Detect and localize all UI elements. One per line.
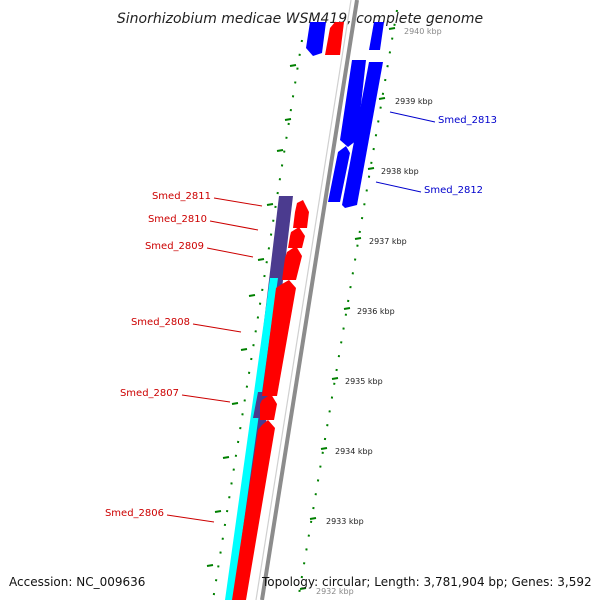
rna-feature-band xyxy=(225,278,278,600)
tick-mark xyxy=(388,27,396,30)
gene-label[interactable]: Smed_2812 xyxy=(424,185,483,196)
tick-label: 2933 kbp xyxy=(326,517,364,526)
tick-guide-inner xyxy=(297,9,398,600)
cds-smed-2813-lower xyxy=(328,146,350,202)
tick-mark xyxy=(299,587,307,590)
tick-mark xyxy=(331,377,339,380)
gene-labels: Smed_2811 Smed_2810 Smed_2809 Smed_2808 Smed… xyxy=(105,111,497,523)
tick-label: 2937 kbp xyxy=(369,237,407,246)
cds-smed-2807 xyxy=(260,394,277,420)
gene-label[interactable]: Smed_2807 xyxy=(120,388,179,399)
accession-text: Accession: NC_009636 xyxy=(9,575,145,589)
tick-label: 2932 kbp xyxy=(316,587,354,596)
tick-mark-major xyxy=(257,258,265,261)
genome-backbone-inner xyxy=(255,0,352,600)
tick-label: 2939 kbp xyxy=(395,97,433,106)
cds-smed-2810 xyxy=(288,227,305,248)
map-title: Sinorhizobium medicae WSM419, complete g… xyxy=(117,11,483,27)
gene-label[interactable]: Smed_2808 xyxy=(131,317,190,328)
cds-top-reverse xyxy=(306,22,326,56)
tick-mark xyxy=(354,237,362,240)
tick-mark-major xyxy=(266,203,274,206)
tick-mark xyxy=(378,97,386,100)
tick-mark-major xyxy=(206,564,214,567)
tick-mark xyxy=(343,307,351,310)
gene-label-leader xyxy=(389,111,436,123)
gene-label-leader xyxy=(166,514,215,523)
gene-label-leader xyxy=(181,394,231,403)
tick-label: 2936 kbp xyxy=(357,307,395,316)
gene-label-leader xyxy=(209,220,259,231)
tick-label: 2935 kbp xyxy=(345,377,383,386)
cds-smed-2809 xyxy=(282,246,302,280)
cds-smed-2808 xyxy=(262,280,296,396)
tick-label: 2938 kbp xyxy=(381,167,419,176)
cds-smed-2806 xyxy=(232,420,275,600)
tick-marks: 2940 kbp 2939 kbp 2938 kbp 2937 kbp 2936 kbp… xyxy=(206,27,442,596)
tick-mark xyxy=(367,167,375,170)
cds-top-reverse-2 xyxy=(369,22,384,50)
gene-label-leader xyxy=(213,197,263,207)
tick-mark xyxy=(320,447,328,450)
tick-label: 2934 kbp xyxy=(335,447,373,456)
cds-smed-2811 xyxy=(293,200,309,228)
cds-top-forward xyxy=(325,22,344,55)
tick-mark-major xyxy=(231,402,239,405)
tick-mark-major xyxy=(240,348,248,351)
tick-mark-major xyxy=(284,118,292,121)
genome-backbone xyxy=(260,0,359,600)
rna-feature-gap xyxy=(253,392,264,418)
tick-mark-major xyxy=(214,510,222,513)
gene-label[interactable]: Smed_2806 xyxy=(105,508,164,519)
gene-label[interactable]: Smed_2810 xyxy=(148,214,207,225)
gene-label[interactable]: Smed_2813 xyxy=(438,115,497,126)
tick-mark-major xyxy=(276,149,284,152)
cds-smed-2812 xyxy=(342,62,383,208)
gene-label-leader xyxy=(206,247,254,258)
tick-mark xyxy=(309,517,317,520)
tick-mark-major xyxy=(248,294,256,297)
gene-label-leader xyxy=(375,181,422,193)
cds-smed-2813-upper xyxy=(340,60,366,147)
tick-mark-major xyxy=(289,64,297,67)
tick-label: 2940 kbp xyxy=(404,27,442,36)
gene-label-leader xyxy=(192,323,242,333)
topology-text: Topology: circular; Length: 3,781,904 bp… xyxy=(261,575,592,589)
tick-mark-major xyxy=(222,456,230,459)
gene-label[interactable]: Smed_2811 xyxy=(152,191,211,202)
gene-label[interactable]: Smed_2809 xyxy=(145,241,204,252)
